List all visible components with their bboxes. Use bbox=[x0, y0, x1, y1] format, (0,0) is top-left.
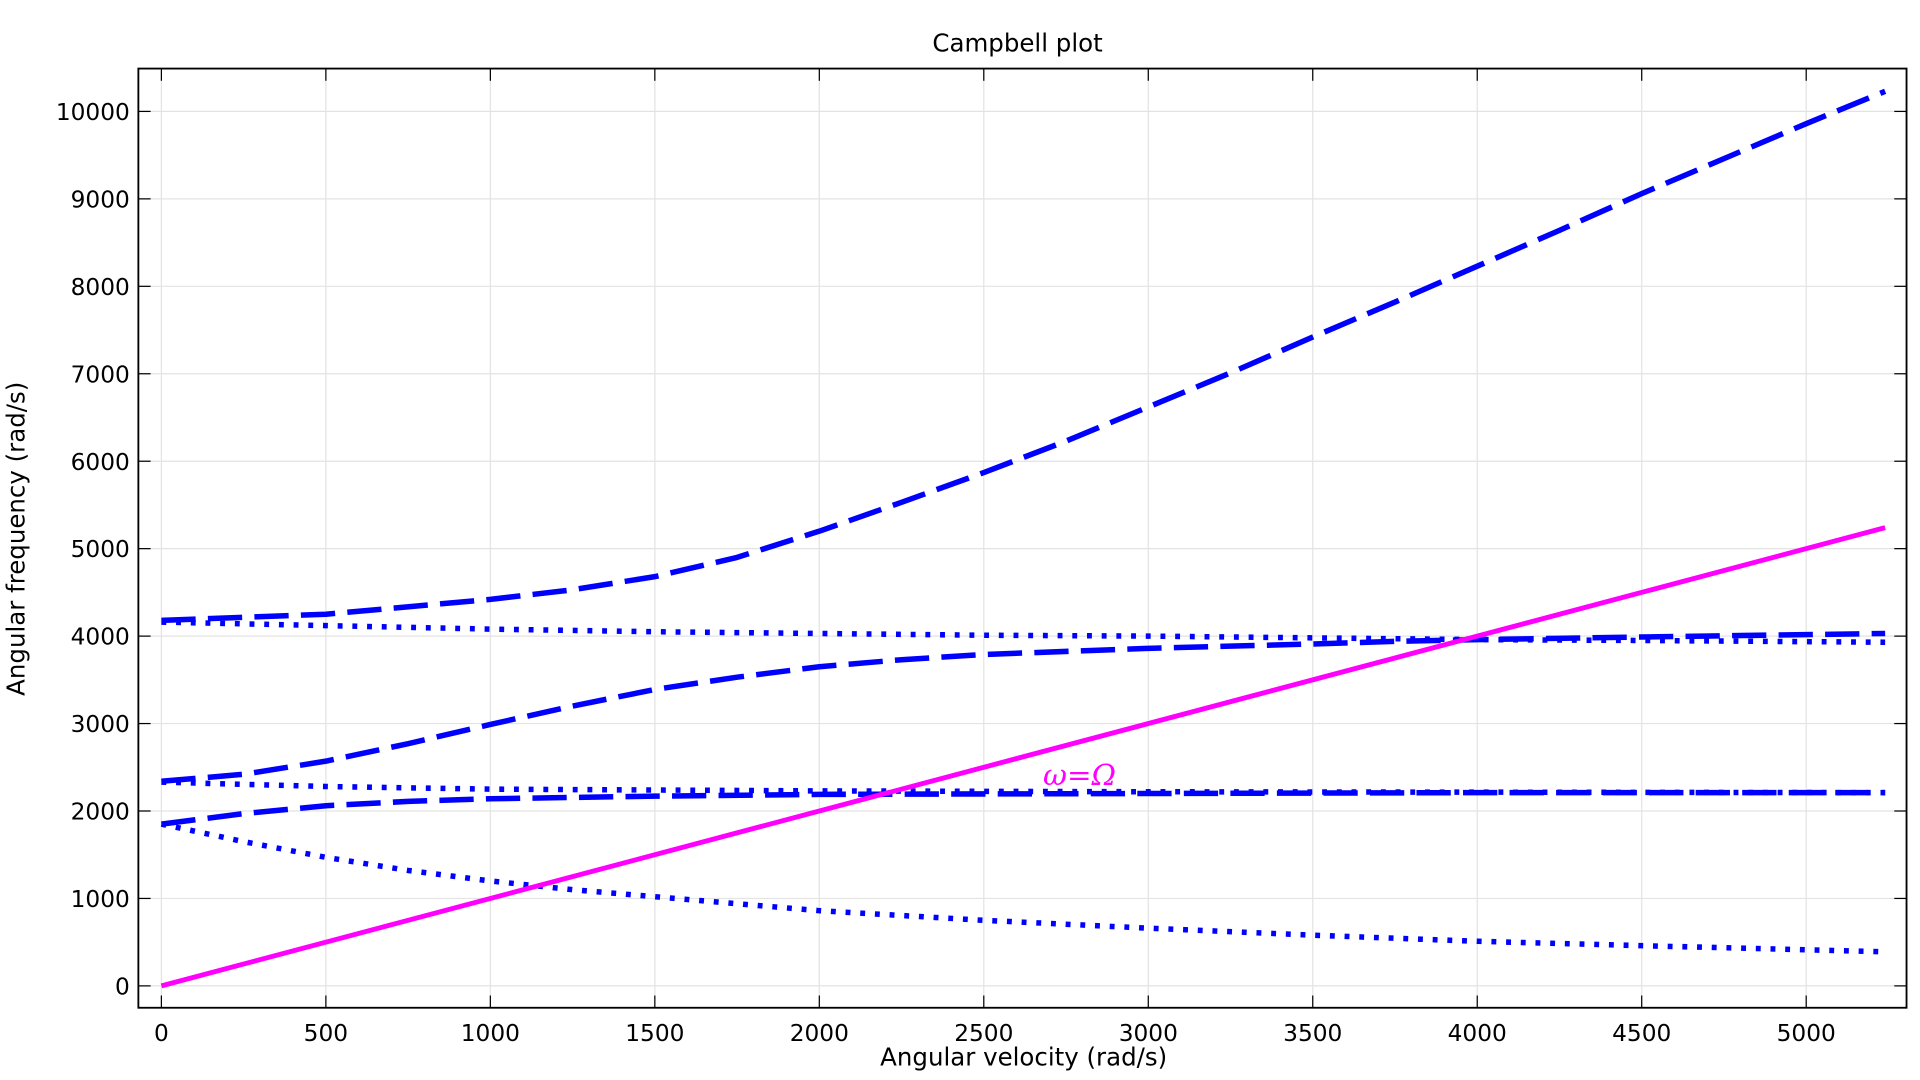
x-tick-label: 0 bbox=[154, 1020, 169, 1047]
series-line-7 bbox=[160, 525, 1886, 989]
plot-frame bbox=[137, 67, 1908, 1009]
y-axis-label: Angular frequency (rad/s) bbox=[1, 382, 30, 696]
chart-title: Campbell plot bbox=[932, 28, 1103, 57]
x-tick-label: 3500 bbox=[1283, 1020, 1342, 1047]
y-tick-label: 3000 bbox=[71, 711, 130, 738]
grid bbox=[138, 68, 1907, 1008]
y-tick-label: 7000 bbox=[71, 361, 130, 388]
y-tick-label: 6000 bbox=[71, 449, 130, 476]
y-tick-label: 8000 bbox=[71, 274, 130, 301]
x-tick-label: 4000 bbox=[1448, 1020, 1507, 1047]
series-line-1 bbox=[161, 88, 1887, 624]
y-tick-label: 1000 bbox=[71, 886, 130, 913]
y-tick-label: 5000 bbox=[71, 536, 130, 563]
x-tick-label: 2000 bbox=[790, 1020, 849, 1047]
y-tick-label: 2000 bbox=[71, 799, 130, 826]
y-tick-label: 0 bbox=[115, 973, 130, 1000]
series-group bbox=[160, 88, 1887, 989]
y-tick-label: 10000 bbox=[56, 99, 130, 126]
y-tick-label: 4000 bbox=[71, 624, 130, 651]
x-tick-label: 1000 bbox=[461, 1020, 520, 1047]
x-tick-label: 500 bbox=[304, 1020, 348, 1047]
x-tick-label: 5000 bbox=[1777, 1020, 1836, 1047]
ticks: 0 500 1000 1500 2000 2500 3000 3500 4000 4500 5000… bbox=[56, 68, 1907, 1047]
series-line-5 bbox=[161, 789, 1886, 827]
x-tick-label: 4500 bbox=[1612, 1020, 1671, 1047]
x-tick-label: 3000 bbox=[1119, 1020, 1178, 1047]
series-line-6 bbox=[160, 821, 1886, 955]
x-tick-label: 2500 bbox=[954, 1020, 1013, 1047]
annotation-omega: ω=Ω bbox=[1043, 758, 1116, 792]
x-tick-label: 1500 bbox=[625, 1020, 684, 1047]
y-tick-label: 9000 bbox=[71, 186, 130, 213]
x-axis-label: Angular velocity (rad/s) bbox=[880, 1042, 1167, 1071]
series-line-3 bbox=[161, 630, 1886, 785]
